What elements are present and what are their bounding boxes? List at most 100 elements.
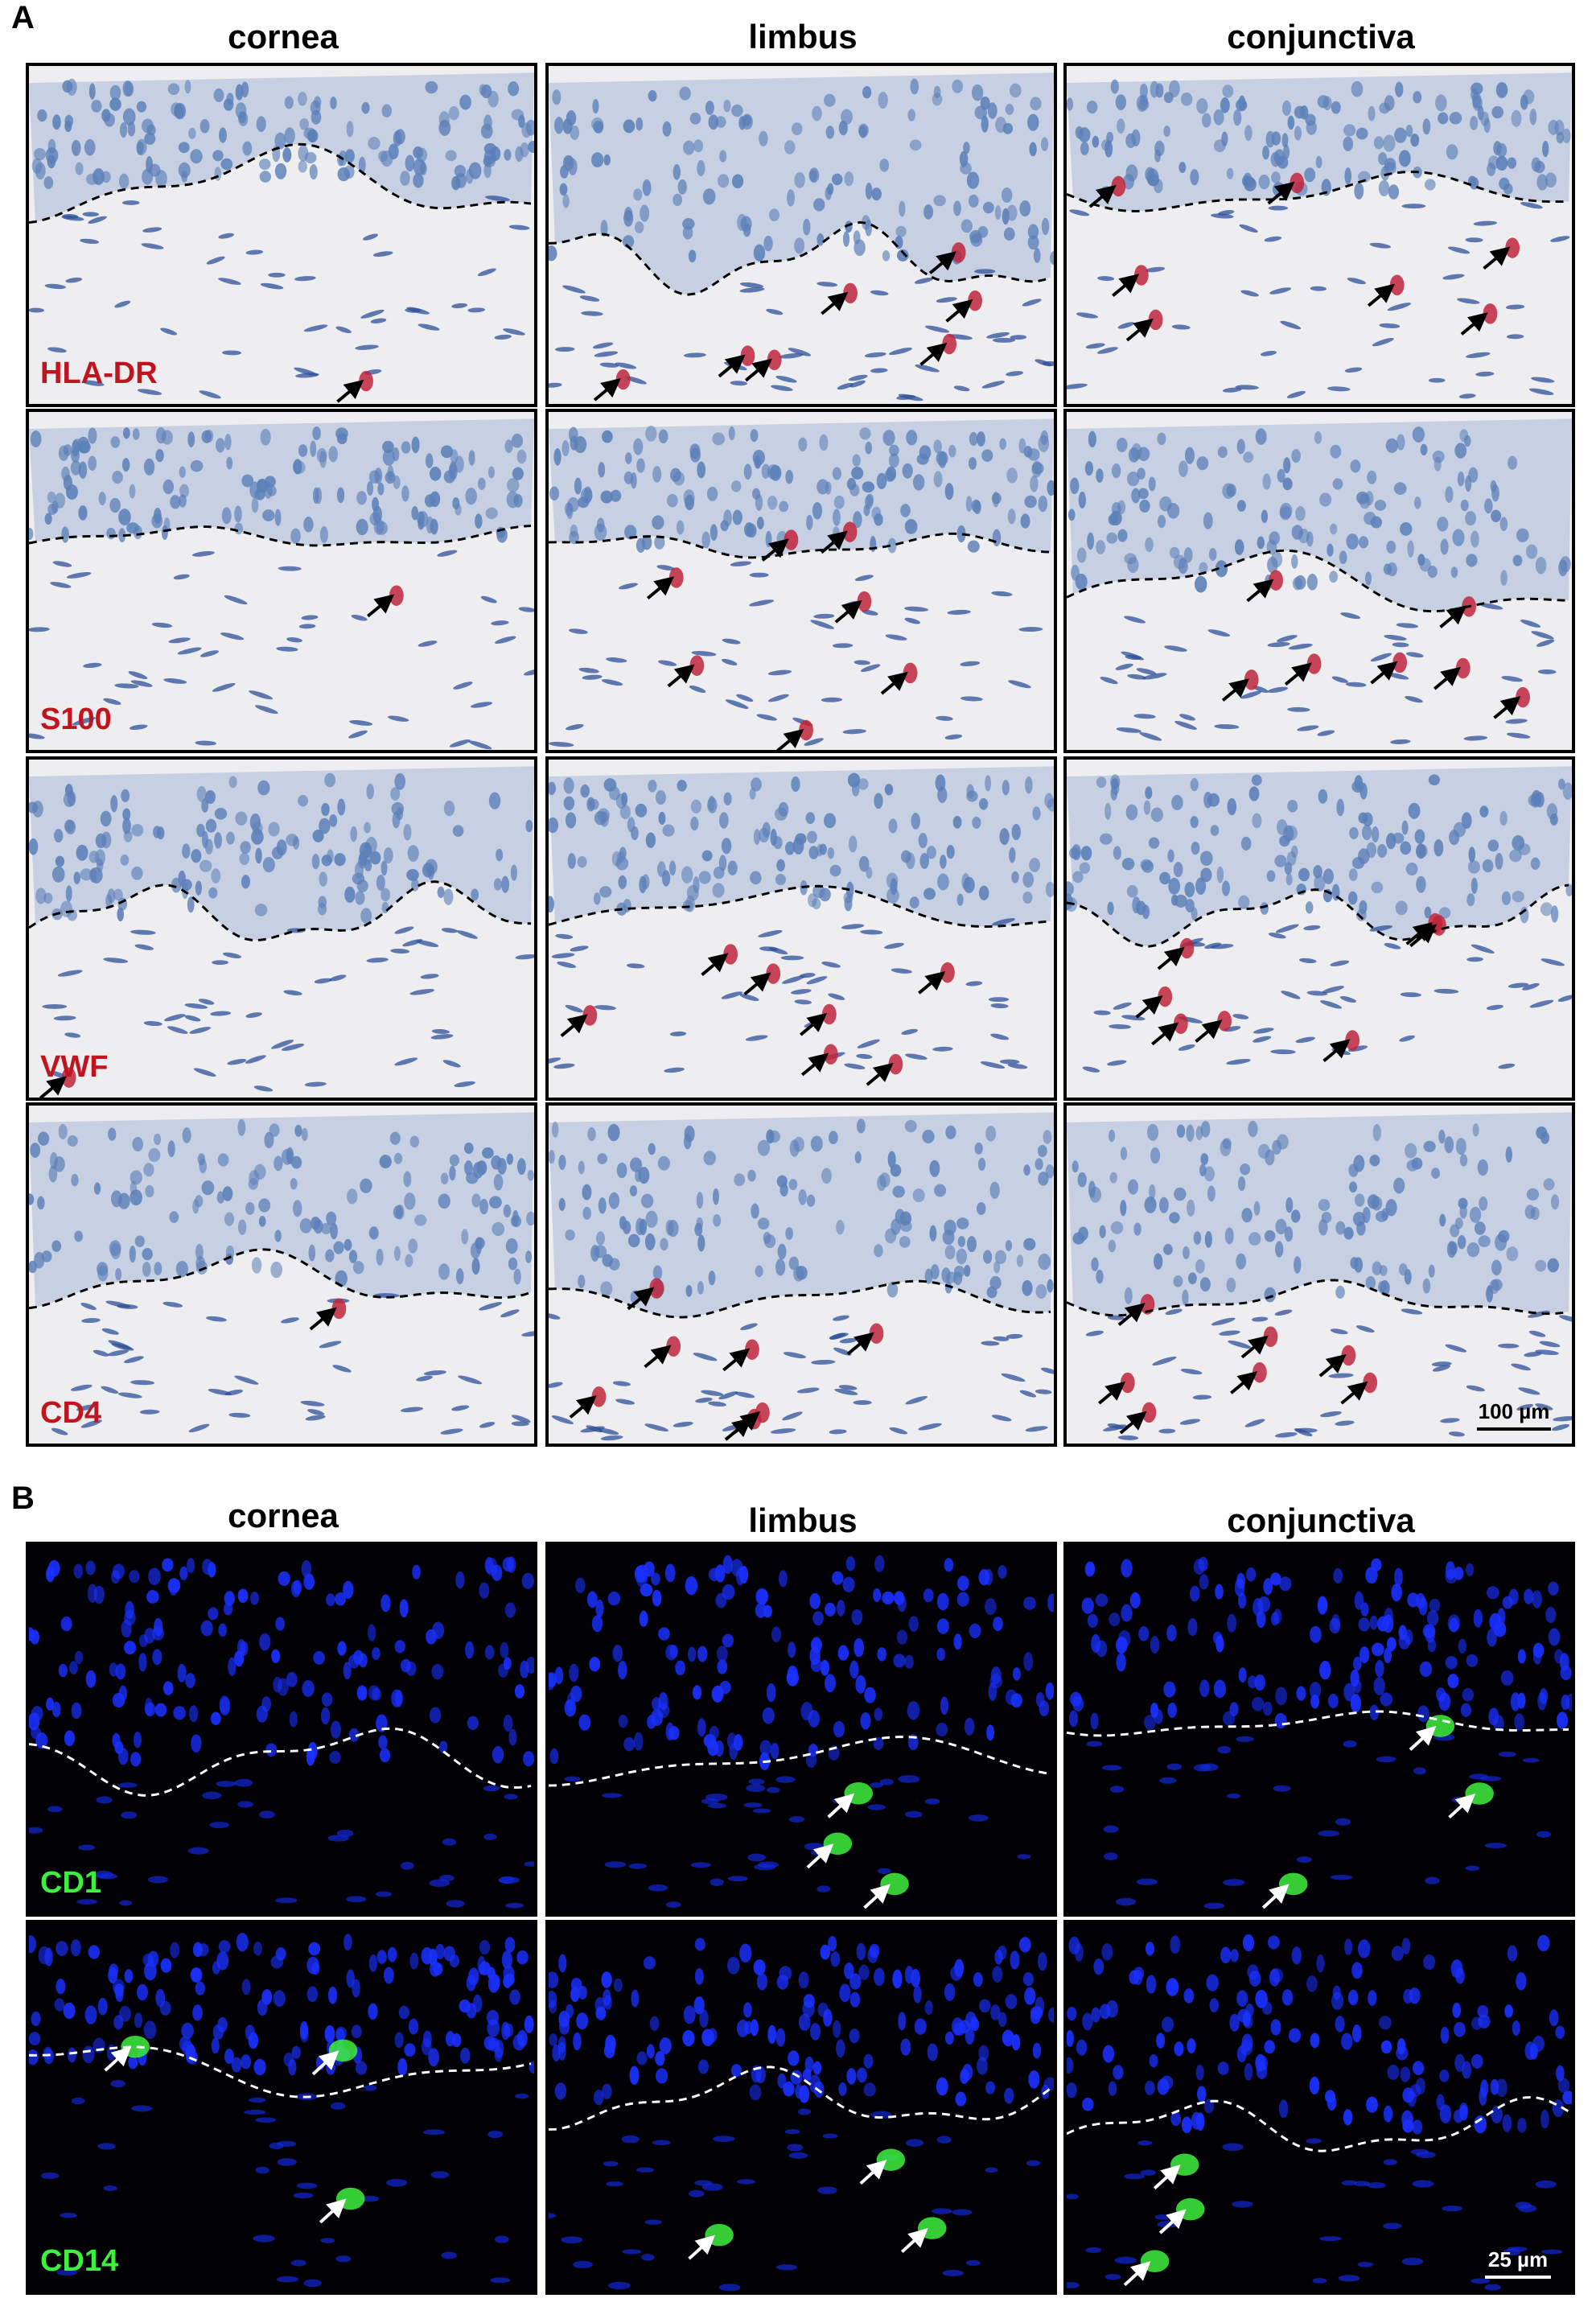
panel-b-letter: B <box>11 1481 35 1516</box>
stromal-nucleus <box>1010 335 1027 340</box>
nucleus <box>1396 434 1405 451</box>
stromal-dapi-nucleus <box>1199 1763 1219 1772</box>
dapi-nucleus <box>775 2028 786 2047</box>
nucleus <box>966 790 978 802</box>
nucleus <box>1327 543 1334 557</box>
dapi-nucleus <box>348 1728 360 1742</box>
stromal-nucleus <box>1434 988 1459 994</box>
nucleus <box>400 171 410 186</box>
stromal-nucleus <box>1287 706 1310 712</box>
arrow-icon <box>1409 1725 1437 1751</box>
stromal-nucleus <box>485 196 510 202</box>
nucleus <box>1117 118 1125 134</box>
dapi-nucleus <box>651 1572 660 1586</box>
stromal-nucleus <box>64 1032 81 1038</box>
stromal-dapi-nucleus <box>1541 2249 1563 2255</box>
nucleus <box>200 118 210 134</box>
nucleus <box>1300 105 1309 120</box>
nucleus <box>847 772 861 788</box>
nucleus <box>623 471 633 484</box>
stromal-nucleus <box>1340 612 1361 620</box>
dapi-nucleus <box>1002 2029 1014 2047</box>
dapi-nucleus <box>953 2022 966 2036</box>
nucleus <box>1030 475 1039 492</box>
stromal-nucleus <box>1267 686 1289 693</box>
nucleus <box>1182 1289 1189 1306</box>
stromal-dapi-nucleus <box>968 1814 989 1822</box>
stromal-nucleus <box>372 251 393 257</box>
stromal-nucleus <box>1347 278 1366 285</box>
nucleus <box>324 772 336 788</box>
dapi-nucleus <box>1524 1588 1534 1604</box>
nucleus <box>640 1193 654 1209</box>
micrograph-cd1-limbus <box>545 1542 1057 1917</box>
nucleus <box>1407 540 1414 558</box>
dapi-nucleus <box>1384 1647 1392 1664</box>
nucleus <box>274 509 282 526</box>
nucleus <box>60 900 73 917</box>
stromal-nucleus <box>212 682 236 692</box>
nucleus <box>408 1238 418 1254</box>
nucleus <box>286 834 298 846</box>
stromal-nucleus <box>1431 1361 1452 1367</box>
dapi-nucleus <box>986 1724 995 1741</box>
dapi-nucleus <box>631 1989 640 2008</box>
nucleus <box>282 147 292 163</box>
nucleus <box>854 1151 862 1164</box>
nucleus <box>1154 149 1162 163</box>
dapi-nucleus <box>1401 1938 1411 1954</box>
nucleus <box>972 816 981 829</box>
dapi-nucleus <box>240 1641 249 1656</box>
stromal-nucleus <box>1535 1403 1553 1411</box>
stromal-nucleus <box>722 638 741 645</box>
nucleus <box>274 1229 282 1242</box>
stromal-nucleus <box>1268 933 1286 939</box>
stromal-nucleus <box>817 282 838 287</box>
nucleus <box>334 853 346 867</box>
nucleus <box>1398 1262 1408 1276</box>
nucleus <box>1266 870 1276 882</box>
positive-cell <box>1345 1030 1360 1051</box>
positive-cell <box>903 662 918 684</box>
dapi-nucleus <box>210 1711 221 1725</box>
stromal-dapi-nucleus <box>490 2277 511 2284</box>
dapi-nucleus <box>1278 2099 1289 2119</box>
dapi-nucleus <box>1236 1990 1248 2008</box>
nucleus <box>1330 523 1338 535</box>
nucleus <box>622 235 635 249</box>
nucleus <box>865 182 873 200</box>
nucleus <box>812 502 823 520</box>
stromal-dapi-nucleus <box>817 2186 837 2194</box>
stromal-nucleus <box>1097 347 1118 354</box>
dapi-nucleus <box>118 1685 128 1702</box>
dapi-nucleus <box>591 1615 603 1633</box>
nucleus <box>219 127 227 143</box>
nucleus <box>1494 1234 1508 1251</box>
nucleus <box>1217 446 1228 459</box>
nucleus <box>1562 782 1572 800</box>
dapi-nucleus <box>825 1674 836 1693</box>
nucleus <box>631 826 639 841</box>
dapi-nucleus <box>1306 1975 1318 1992</box>
nucleus <box>155 426 167 444</box>
stromal-nucleus <box>905 1395 928 1405</box>
nucleus <box>622 1220 631 1234</box>
dapi-nucleus <box>944 1983 956 2001</box>
nucleus <box>858 855 870 872</box>
positive-cell <box>1148 309 1163 331</box>
nucleus <box>241 474 254 488</box>
stromal-nucleus <box>394 926 414 934</box>
nucleus <box>989 1275 1002 1290</box>
arrow-icon <box>945 299 973 323</box>
nucleus <box>1285 873 1293 886</box>
stromal-nucleus <box>420 974 439 979</box>
nucleus <box>805 812 816 824</box>
stromal-dapi-nucleus <box>817 1885 831 1893</box>
nucleus <box>1482 859 1494 873</box>
dapi-nucleus <box>1230 1949 1239 1963</box>
nucleus <box>578 1160 585 1175</box>
nucleus <box>1362 824 1372 841</box>
nucleus <box>483 149 496 165</box>
nucleus <box>1512 834 1525 851</box>
nucleus <box>506 1153 514 1165</box>
